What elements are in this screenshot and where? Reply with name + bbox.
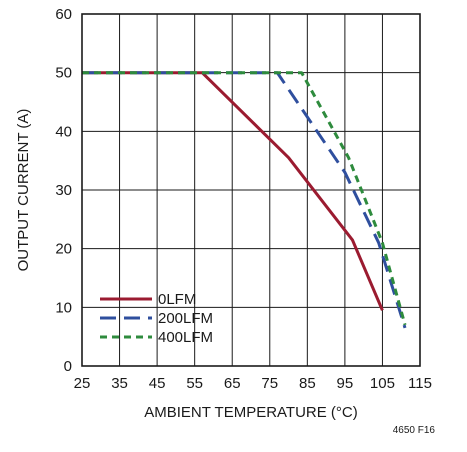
- x-tick-labels: 25 35 45 55 65 75 85 95 105 115: [74, 375, 432, 392]
- y-tick-label: 40: [55, 123, 72, 140]
- x-axis-title: AMBIENT TEMPERATURE (°C): [144, 404, 358, 421]
- y-tick-labels: 0 10 20 30 40 50 60: [55, 6, 72, 375]
- y-axis-title: OUTPUT CURRENT (A): [15, 109, 32, 272]
- series-line-400lfm: [82, 71, 407, 326]
- x-tick-label: 65: [224, 375, 241, 392]
- x-tick-label: 25: [74, 375, 91, 392]
- y-tick-label: 60: [55, 6, 72, 23]
- legend-label: 400LFM: [158, 329, 213, 346]
- y-tick-label: 10: [55, 299, 72, 316]
- x-tick-label: 45: [149, 375, 166, 392]
- series-line-200lfm: [82, 71, 407, 329]
- legend: 0LFM 200LFM 400LFM: [100, 291, 213, 346]
- plot-frame: [81, 13, 421, 367]
- y-tick-label: 0: [64, 358, 72, 375]
- x-tick-label: 95: [337, 375, 354, 392]
- x-tick-label: 35: [111, 375, 128, 392]
- series-lines: [82, 71, 407, 329]
- figure-id: 4650 F16: [392, 425, 435, 436]
- y-tick-label: 20: [55, 241, 72, 258]
- grid: [82, 14, 420, 366]
- x-tick-label: 115: [408, 375, 432, 392]
- legend-label: 0LFM: [158, 291, 196, 308]
- x-tick-label: 105: [370, 375, 395, 392]
- legend-label: 200LFM: [158, 310, 213, 327]
- y-tick-label: 50: [55, 65, 72, 82]
- x-tick-label: 55: [186, 375, 203, 392]
- x-tick-label: 75: [261, 375, 278, 392]
- y-tick-label: 30: [55, 182, 72, 199]
- x-tick-label: 85: [299, 375, 316, 392]
